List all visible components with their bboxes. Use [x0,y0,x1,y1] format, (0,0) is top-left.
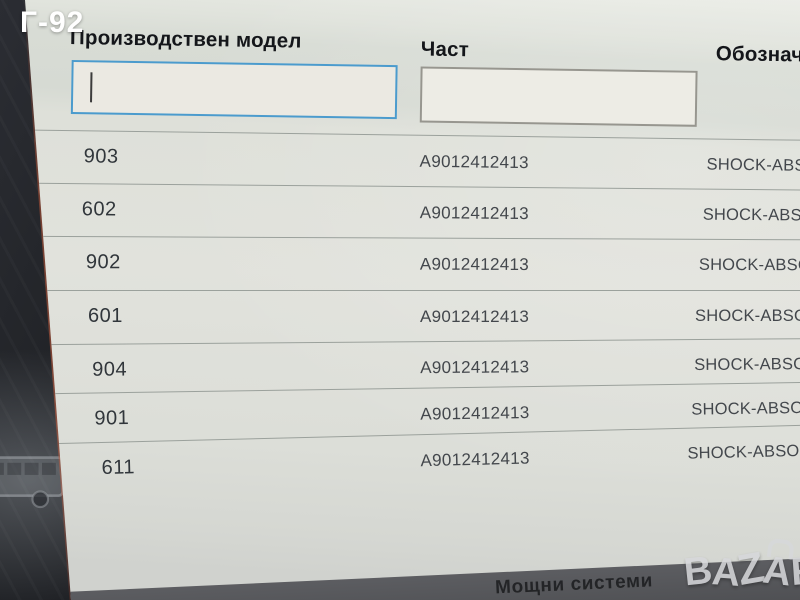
column-header-designation[interactable]: Обозначение [715,42,800,68]
cell-designation: SHOCK-ABSORBER [698,255,800,275]
cell-designation: SHOCK-ABSORBER [702,205,800,225]
photo-tag-label: Г-92 [20,6,85,39]
cell-model: 904 [92,358,128,381]
model-filter-input[interactable] [72,62,396,118]
bazar-watermark: B A Z A R [681,543,800,595]
cell-model: 903 [83,145,119,168]
cell-model: 901 [94,406,130,430]
cell-designation: SHOCK-ABSORBER [691,398,800,419]
cell-designation: SHOCK-ABSORBER [706,155,800,176]
table-row[interactable]: 602 A9012412413 SHOCK-ABSORBER [25,182,800,245]
model-filter-box [70,59,398,120]
column-header-part[interactable]: Част [420,37,470,62]
column-header-model[interactable]: Производствен модел [69,25,302,53]
table-body: 903 A9012412413 SHOCK-ABSORBER 602 A9012… [25,128,800,600]
cell-part: A9012412413 [420,448,530,471]
cell-designation: SHOCK-ABSORBER [687,440,800,463]
part-filter-input[interactable] [421,68,696,125]
cell-designation: SHOCK-ABSORBER [695,307,800,325]
cell-model: 602 [81,198,117,221]
cell-model: 902 [85,251,121,274]
cell-part: A9012412413 [420,357,530,378]
cell-part: A9012412413 [419,254,530,275]
cell-model: 611 [101,456,136,479]
footer-brand-text: Мощни системи [494,570,654,599]
table-row[interactable]: 902 A9012412413 SHOCK-ABSORBER [25,235,800,295]
cell-part: A9012412413 [419,203,530,224]
cell-designation: SHOCK-ABSORBER [694,354,800,375]
cell-part: A9012412413 [420,307,530,326]
part-filter-box [419,66,698,127]
bazar-letter: R [789,549,800,594]
cell-part: A9012412413 [419,151,529,173]
bazar-letter: B [681,548,715,595]
bus-photo [0,456,65,509]
cell-model: 601 [88,305,123,327]
bazar-letter-bag: A [760,548,794,595]
cell-part: A9012412413 [420,403,530,424]
table-row[interactable]: 601 A9012412413 SHOCK-ABSORBER [25,290,800,345]
